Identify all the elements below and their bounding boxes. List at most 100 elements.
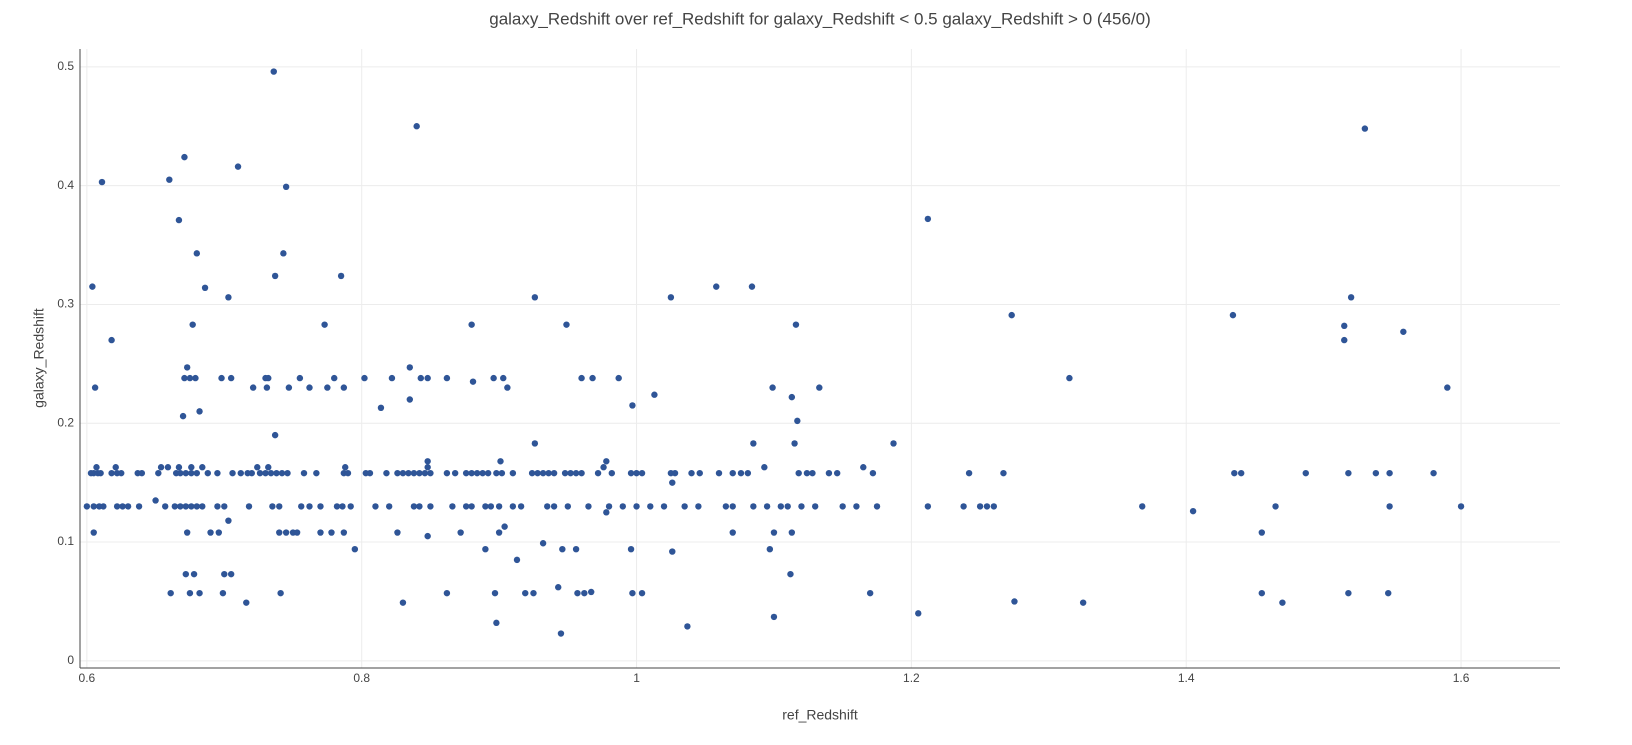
point (750, 440, 757, 447)
point (298, 503, 305, 510)
point (713, 283, 720, 290)
point (157, 464, 165, 471)
point (1345, 469, 1352, 477)
point (462, 469, 470, 477)
point (803, 469, 811, 477)
point (183, 364, 191, 371)
point (399, 599, 407, 606)
point (188, 469, 195, 477)
point (594, 469, 602, 477)
point (924, 215, 932, 223)
point (377, 404, 385, 412)
point (761, 464, 768, 471)
point (915, 610, 922, 617)
point (1011, 598, 1018, 605)
point (93, 464, 100, 471)
chart-title: galaxy_Redshift over ref_Redshift for ga… (489, 9, 1150, 28)
point (135, 503, 143, 510)
point (181, 153, 188, 161)
point (544, 503, 551, 510)
point (328, 529, 335, 536)
point (572, 469, 580, 477)
point (530, 589, 537, 597)
x-tick-label: 0.6 (79, 671, 96, 685)
point (406, 396, 414, 403)
point (175, 464, 183, 471)
point (539, 469, 547, 477)
point (976, 503, 984, 510)
point (351, 545, 359, 553)
point (777, 503, 785, 510)
x-tick-label: 1.4 (1178, 671, 1195, 685)
point (119, 503, 126, 510)
point (638, 469, 646, 477)
point (770, 613, 778, 621)
point (509, 503, 517, 510)
point (627, 545, 635, 553)
point (869, 469, 877, 477)
point (90, 529, 97, 536)
point (684, 623, 691, 630)
point (1258, 529, 1266, 536)
point (317, 529, 324, 536)
point (1386, 469, 1393, 477)
point (748, 283, 756, 290)
point (798, 503, 805, 510)
point (229, 469, 236, 477)
point (688, 469, 695, 477)
point (192, 374, 199, 382)
point (660, 503, 668, 510)
point (744, 469, 752, 477)
point (559, 545, 566, 553)
point (91, 384, 99, 391)
point (696, 469, 703, 477)
point (816, 384, 823, 391)
point (182, 503, 190, 510)
x-tick-label: 1.2 (903, 671, 920, 685)
point (313, 469, 320, 477)
point (366, 469, 374, 477)
point (469, 378, 477, 385)
point (809, 469, 816, 477)
point (669, 479, 676, 486)
point (873, 503, 881, 510)
point (669, 548, 676, 555)
x-tick-label: 1.6 (1453, 671, 1470, 685)
point (186, 374, 194, 382)
point (416, 469, 423, 477)
point (522, 589, 529, 597)
point (787, 570, 794, 578)
point (629, 402, 636, 409)
point (285, 384, 293, 391)
point (388, 374, 396, 382)
point (517, 503, 525, 510)
point (534, 469, 541, 477)
point (608, 469, 616, 477)
point (1385, 589, 1392, 597)
point (1361, 125, 1369, 132)
point (545, 469, 552, 477)
point (960, 503, 967, 510)
point (188, 464, 195, 471)
point (550, 469, 558, 477)
point (555, 584, 562, 591)
point (715, 469, 723, 477)
point (1272, 503, 1279, 510)
point (651, 391, 658, 398)
point (983, 503, 991, 510)
point (324, 384, 331, 391)
point (90, 503, 97, 510)
point (256, 469, 264, 477)
tick-labels: 0.6 0.8 1 1.2 1.4 1.6 0 0.1 0.2 0.3 0.4 0.5 (57, 59, 1469, 685)
point (293, 529, 301, 536)
point (484, 469, 492, 477)
point (97, 469, 104, 477)
point (791, 440, 798, 447)
y-tick-label: 0.3 (57, 297, 74, 311)
point (491, 589, 499, 597)
point (1231, 469, 1238, 477)
point (300, 469, 308, 477)
point (468, 503, 475, 510)
point (572, 545, 580, 553)
point (399, 469, 407, 477)
